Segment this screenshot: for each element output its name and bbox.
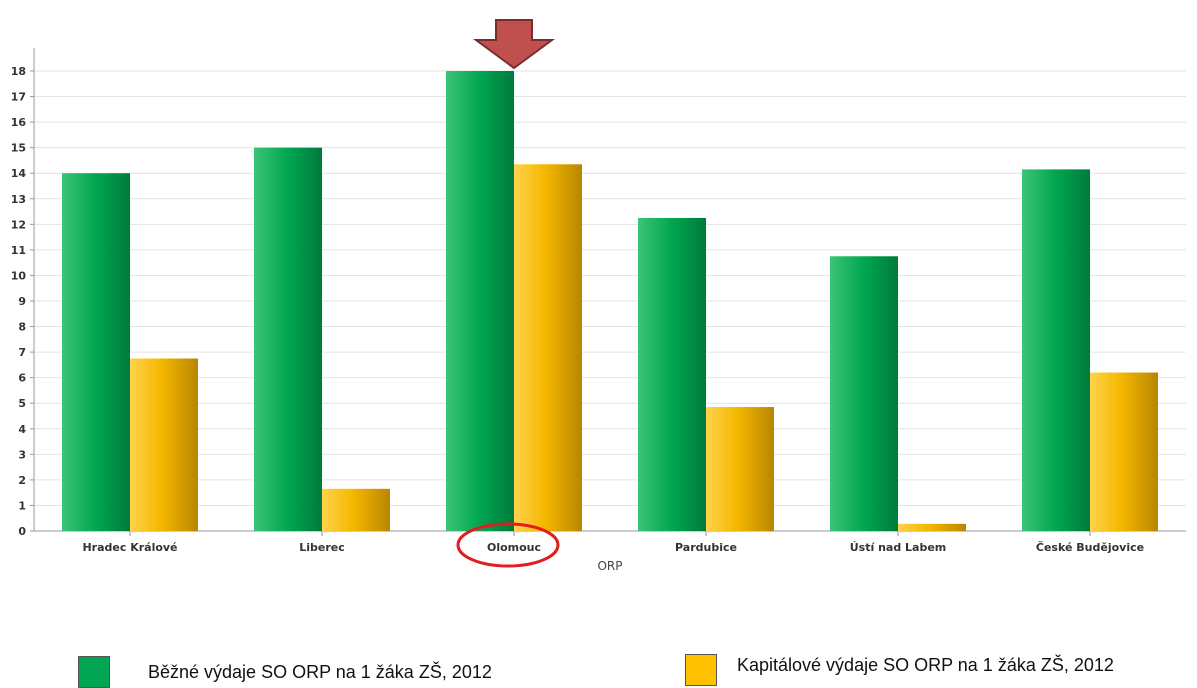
x-tick-label: Olomouc bbox=[487, 541, 541, 554]
x-tick-label: Ústí nad Labem bbox=[850, 541, 947, 554]
y-tick-label: 18 bbox=[11, 65, 26, 78]
y-tick-label: 17 bbox=[11, 91, 26, 104]
bar-series-1 bbox=[62, 173, 130, 531]
annotations bbox=[456, 19, 560, 568]
bar-series-1 bbox=[254, 147, 322, 531]
y-tick-label: 10 bbox=[11, 269, 27, 282]
x-tick-label: Pardubice bbox=[675, 541, 737, 554]
y-tick-label: 16 bbox=[11, 116, 27, 129]
bars bbox=[62, 71, 1158, 531]
y-tick-label: 3 bbox=[18, 448, 26, 461]
y-tick-label: 6 bbox=[18, 372, 26, 385]
bar-series-2 bbox=[1090, 372, 1158, 531]
legend-swatch-series-2 bbox=[685, 654, 717, 686]
legend-label-series-1: Běžné výdaje SO ORP na 1 žáka ZŠ, 2012 bbox=[148, 662, 492, 682]
bar-series-2 bbox=[706, 407, 774, 531]
y-tick-label: 9 bbox=[18, 295, 26, 308]
legend-label-series-2: Kapitálové výdaje SO ORP na 1 žáka ZŠ, 2… bbox=[737, 655, 1114, 675]
x-tick-label: Hradec Králové bbox=[82, 541, 177, 554]
bar-series-1 bbox=[638, 217, 706, 531]
y-tick-label: 12 bbox=[11, 218, 26, 231]
grid-lines bbox=[34, 70, 1186, 506]
bar-series-1 bbox=[1022, 169, 1090, 531]
highlight-arrow-icon bbox=[472, 19, 556, 70]
y-tick-label: 15 bbox=[11, 142, 26, 155]
highlight-circle bbox=[456, 522, 560, 568]
legend-swatch-series-1 bbox=[78, 656, 110, 688]
y-tick-label: 5 bbox=[18, 397, 26, 410]
y-tick-label: 7 bbox=[18, 346, 26, 359]
y-tick-label: 1 bbox=[18, 499, 26, 512]
bar-series-2 bbox=[514, 164, 582, 531]
axes bbox=[30, 48, 1186, 536]
y-tick-label: 2 bbox=[18, 474, 26, 487]
bar-series-1 bbox=[446, 71, 514, 531]
y-tick-label: 13 bbox=[11, 193, 26, 206]
y-tick-label: 14 bbox=[11, 167, 27, 180]
bar-series-1 bbox=[830, 256, 898, 531]
bar-series-2 bbox=[898, 523, 966, 531]
bar-series-2 bbox=[322, 488, 390, 531]
y-tick-label: 4 bbox=[18, 423, 26, 436]
y-tick-label: 11 bbox=[11, 244, 26, 257]
x-tick-label: České Budějovice bbox=[1036, 541, 1144, 554]
y-tick-label: 8 bbox=[18, 321, 26, 334]
bar-series-2 bbox=[130, 358, 198, 531]
x-tick-label: Liberec bbox=[299, 541, 345, 554]
y-tick-label: 0 bbox=[18, 525, 26, 538]
x-axis-label: ORP bbox=[597, 559, 622, 573]
